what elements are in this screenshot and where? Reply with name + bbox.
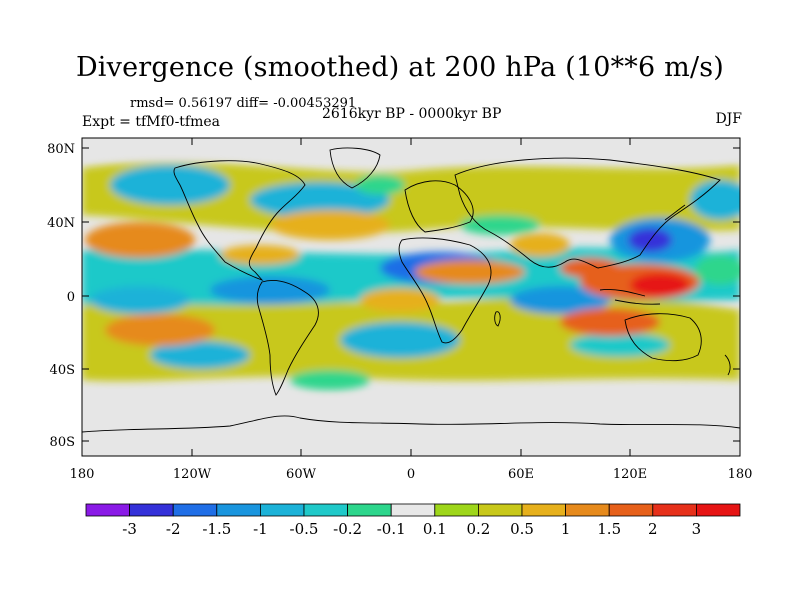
coast-greenland: [329, 147, 381, 189]
field-polar-south: [82, 400, 740, 456]
coast-north-america: [173, 160, 306, 282]
lon-label: 120E: [613, 467, 647, 482]
lat-label: 40N: [47, 216, 75, 231]
field-blob: [690, 180, 740, 220]
colorbar-swatch: [259, 503, 305, 517]
field-blob: [510, 233, 570, 257]
colorbar-swatch: [390, 503, 436, 517]
experiment-label: Expt = tfMf0-tfmea: [82, 114, 221, 130]
field-blob: [460, 215, 540, 235]
coastlines: [82, 147, 740, 433]
colorbar-label: 1.5: [597, 520, 621, 538]
colorbar-label: 3: [692, 520, 702, 538]
colorbar-swatch: [85, 503, 130, 517]
colorbar-label: -0.5: [290, 520, 319, 538]
lat-label: 80S: [50, 435, 75, 450]
lat-label: 80N: [47, 142, 75, 157]
field-blob: [270, 210, 390, 240]
field-blob: [150, 341, 250, 369]
field-blob: [220, 245, 300, 265]
colorbar-label: -0.1: [377, 520, 406, 538]
coast-madagascar: [494, 311, 501, 327]
colorbar-swatch: [521, 503, 566, 517]
field-blob: [630, 273, 690, 297]
colorbar-swatch: [477, 503, 523, 517]
coast-africa: [398, 237, 492, 344]
field-blob: [570, 333, 670, 357]
field-blob: [415, 260, 525, 284]
colorbar-label: 0.5: [510, 520, 534, 538]
colorbar-swatch: [608, 503, 654, 517]
lon-label: 60E: [508, 467, 534, 482]
field-blob: [85, 222, 195, 258]
coast-antarctica: [82, 415, 740, 433]
season-label: DJF: [715, 111, 742, 127]
colorbar-swatch: [347, 503, 392, 517]
lon-label: 0: [407, 467, 415, 482]
period-label: 2616kyr BP - 0000kyr BP: [322, 106, 502, 122]
colorbar-label: -3: [122, 520, 137, 538]
coast-new-zealand: [724, 354, 731, 376]
colorbar-swatch: [216, 503, 261, 517]
field-layer: [82, 138, 740, 456]
coast-indonesia: [599, 289, 661, 305]
coast-south-america: [256, 280, 319, 396]
colorbar-swatch: [172, 503, 218, 517]
colorbar-label: 2: [648, 520, 658, 538]
colorbar-swatch: [434, 503, 479, 517]
lat-label: 40S: [50, 363, 75, 378]
field-blob: [340, 322, 460, 358]
coast-europe: [404, 180, 474, 233]
colorbar-label: 1: [561, 520, 571, 538]
field-blob: [250, 182, 390, 218]
axis-ticks: [81, 138, 741, 456]
field-blob: [210, 276, 330, 304]
field-band-north: [82, 162, 740, 233]
lon-label: 180: [70, 467, 95, 482]
lon-label: 120W: [173, 467, 212, 482]
lat-label: 0: [67, 290, 75, 305]
field-blob: [110, 165, 230, 205]
map-title: Divergence (smoothed) at 200 hPa (10**6 …: [75, 52, 725, 83]
field-blob: [355, 175, 405, 195]
field-polar-north: [82, 138, 740, 155]
colorbar-swatch: [129, 503, 174, 517]
colorbar-label: -1: [253, 520, 268, 538]
field-blob: [360, 288, 440, 312]
coast-japan: [664, 204, 686, 221]
colorbar-label: -2: [166, 520, 181, 538]
colorbar-swatch: [652, 503, 697, 517]
field-blob: [695, 255, 740, 285]
field-blob: [560, 308, 660, 336]
colorbar-swatch: [696, 503, 741, 517]
field-blob: [290, 370, 370, 390]
colorbar-swatch: [565, 503, 610, 517]
stats-text: rmsd= 0.56197 diff= -0.00453291: [130, 96, 357, 111]
lon-label: 180: [728, 467, 753, 482]
coast-australia: [624, 313, 702, 362]
colorbar-label: 0.1: [423, 520, 447, 538]
colorbar-label: 0.2: [466, 520, 490, 538]
colorbar-label: -1.5: [202, 520, 231, 538]
lon-label: 60W: [286, 467, 317, 482]
colorbar-swatch: [303, 503, 348, 517]
colorbar: -3 -2 -1.5 -1 -0.5 -0.2 -0.1 0.1 0.2 0.5 1 1.5 2 3: [85, 503, 741, 538]
colorbar-label: -0.2: [333, 520, 362, 538]
coast-asia: [454, 157, 721, 269]
field-blob: [90, 286, 190, 314]
field-blob: [510, 286, 610, 314]
field-blob: [560, 258, 620, 278]
field-blob: [105, 314, 215, 346]
